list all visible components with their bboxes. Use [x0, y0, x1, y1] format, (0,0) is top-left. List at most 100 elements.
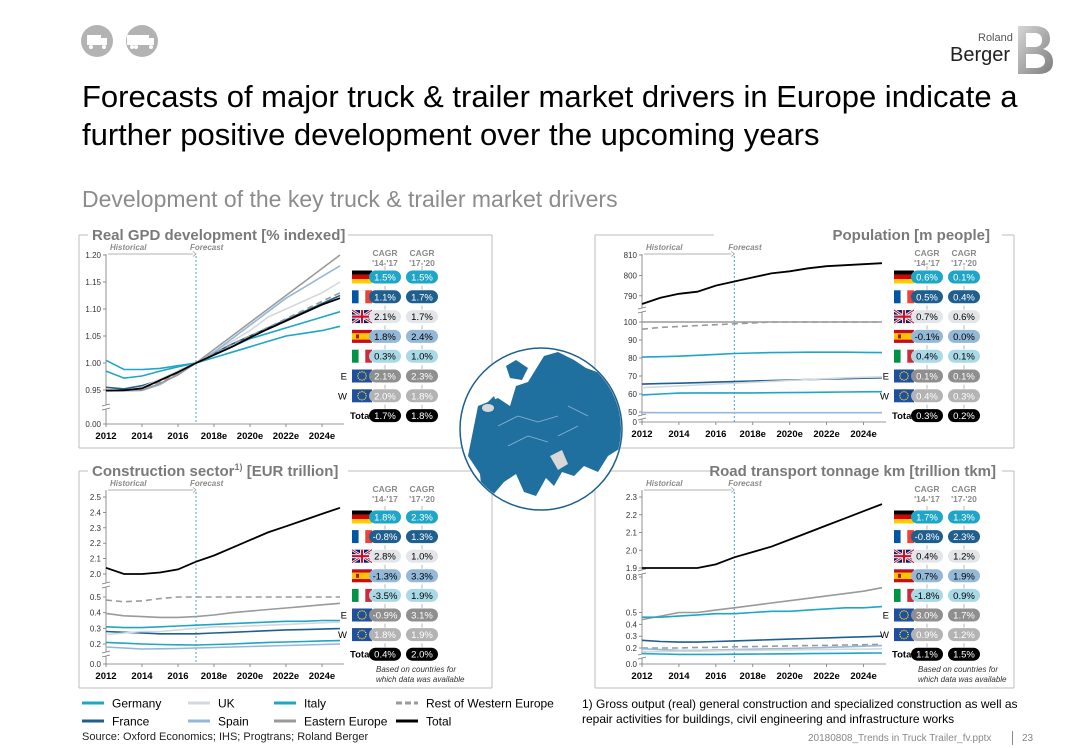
c0-pill-6a: [369, 389, 401, 403]
c3-cagr-value-7b: 1.5%: [953, 650, 975, 661]
c3-axis-break-mark-0: [637, 568, 647, 576]
c2-series-uk: [105, 621, 341, 636]
chart-population: Population [m people] Historical Forecast 8…: [594, 227, 1015, 449]
c3-cagr-value-0a: 1.7%: [916, 513, 938, 524]
c0-y-tick-label-2: 1.10: [85, 305, 101, 314]
c3-row-label-7: Total: [892, 650, 914, 661]
italy-flag-icon: [894, 588, 914, 603]
c0-pill-1a: [369, 290, 401, 304]
c2-pill-5b: [406, 608, 438, 622]
c1-cagr1-header-l1: CAGR: [914, 248, 939, 258]
c3-cagr2-header-l1: CAGR: [951, 484, 976, 494]
c2-y-tick-label-0: 2.5: [90, 493, 102, 502]
c2-series-germany: [105, 619, 340, 629]
c1-y-tick-label-2: 790: [624, 292, 638, 301]
c3-x-tick-label-2: 2016: [705, 671, 726, 682]
c0-pill-0a: [369, 270, 401, 284]
c2-cagr-row-5: E -0.9% 3.1%: [341, 604, 438, 622]
europe-map: [459, 347, 623, 511]
france-flag-icon: [352, 290, 372, 304]
page-number: 23: [1022, 733, 1034, 744]
c3-pill-4a: [911, 588, 943, 602]
c1-historical-arrowhead: [731, 251, 735, 257]
c2-historical-label: Historical: [110, 479, 147, 488]
c2-frame: [78, 470, 493, 689]
c0-axis-break-0: [102, 405, 110, 409]
c2-cagr-row-1: -0.8% 1.3%: [352, 525, 438, 544]
c2-cagr-value-2b: 1.0%: [411, 552, 433, 563]
c3-series-france: [641, 635, 883, 643]
c1-cagr-value-7a: 0.3%: [916, 411, 938, 422]
page-title-line2: further positive development over the up…: [82, 117, 820, 152]
c0-axis-break-mark-0: [101, 403, 111, 411]
c1-row-label-5: E: [883, 372, 889, 383]
footnote-line1: 1) Gross output (real) general construct…: [582, 697, 1018, 711]
c1-pill-0a: [911, 270, 943, 284]
c3-cagr-value-2a: 0.4%: [916, 552, 938, 563]
c2-cagr-value-3b: 3.3%: [411, 571, 433, 582]
spain-flag-icon: [894, 329, 914, 343]
eu-flag-icon: [352, 608, 372, 622]
c3-cagr-row-6: W 0.9% 1.2%: [880, 623, 980, 642]
c0-cagr-value-7b: 1.8%: [411, 411, 433, 422]
c0-cagr1-header-l2: '14-'17: [372, 258, 398, 268]
c1-cagr-value-4a: 0.4%: [916, 352, 938, 363]
c3-cagr-value-6b: 1.2%: [953, 630, 975, 641]
c3-series-uk: [642, 648, 883, 653]
c1-y-tick-label-5: 80: [628, 354, 637, 363]
c2-cagr-value-5b: 3.1%: [411, 611, 433, 622]
c2-y-tick-label-5: 2.0: [90, 570, 102, 579]
c0-row-label-5: E: [341, 372, 347, 383]
c0-cagr-value-4b: 1.0%: [411, 352, 433, 363]
c3-pill-3a: [911, 569, 943, 583]
c0-pill-4b: [406, 349, 438, 363]
c3-based-on-l1: Based on countries for: [918, 665, 998, 674]
c2-y-tick-label-10: 0.0: [90, 660, 102, 669]
eu-flag-icon: [894, 608, 914, 622]
germany-flag-icon: [352, 270, 372, 284]
c3-series-total: [642, 503, 883, 569]
c0-x-tick-label-4: 2020e: [237, 431, 263, 442]
c1-pill-7a: [911, 409, 943, 423]
eu-flag-icon: [894, 369, 914, 383]
c2-series-eastern-europe: [105, 602, 341, 619]
c3-y-tick-label-5: 0.8: [626, 573, 638, 582]
c3-pill-3b: [948, 569, 980, 583]
c2-series-rest-of-western-europe: [105, 596, 340, 603]
c3-pill-1b: [948, 530, 980, 544]
c1-pill-1b: [948, 290, 980, 304]
c2-cagr-value-7a: 0.4%: [374, 650, 396, 661]
page-title: Forecasts of major truck & trailer marke…: [82, 78, 1042, 154]
c3-row-label-5: E: [883, 611, 889, 622]
legend-label-germany: Germany: [112, 697, 161, 711]
c3-pill-6b: [948, 628, 980, 642]
c1-y-tick-label-7: 60: [628, 390, 637, 399]
c2-cagr-value-4b: 1.9%: [411, 591, 433, 602]
c2-series-total: [105, 506, 341, 575]
c0-cagr2-header-l1: CAGR: [409, 248, 434, 258]
c2-cagr1-header-l1: CAGR: [372, 484, 397, 494]
c3-cagr-value-1b: 2.3%: [953, 532, 975, 543]
c0-series-eastern-europe: [105, 254, 341, 392]
c3-historical-label: Historical: [646, 479, 683, 488]
c2-series-france: [105, 627, 341, 635]
c1-x-tick-label-5: 2022e: [813, 429, 839, 440]
c2-pill-3a: [369, 569, 401, 583]
c1-historical-label: Historical: [646, 243, 683, 252]
c0-cagr-value-6a: 2.0%: [374, 391, 396, 402]
c1-cagr-value-5b: 0.1%: [953, 372, 975, 383]
c2-pill-5a: [369, 608, 401, 622]
c3-series-italy: [641, 652, 883, 656]
c3-series-spain: [641, 644, 883, 652]
c1-y-tick-label-3: 100: [624, 318, 638, 327]
c0-cagr-row-5: E 2.1% 2.3%: [341, 365, 438, 383]
c2-cagr-value-0b: 2.3%: [411, 513, 433, 524]
c1-cagr1-header-l2: '14-'17: [914, 258, 940, 268]
logo-b-mark: [1018, 26, 1053, 74]
c2-pill-3b: [406, 569, 438, 583]
c2-cagr-value-0a: 1.8%: [374, 513, 396, 524]
c1-cagr2-header-l1: CAGR: [951, 248, 976, 258]
c0-x-tick-label-6: 2024e: [309, 431, 335, 442]
c0-cagr-value-5a: 2.1%: [374, 372, 396, 383]
c1-row-label-6: W: [880, 391, 889, 402]
